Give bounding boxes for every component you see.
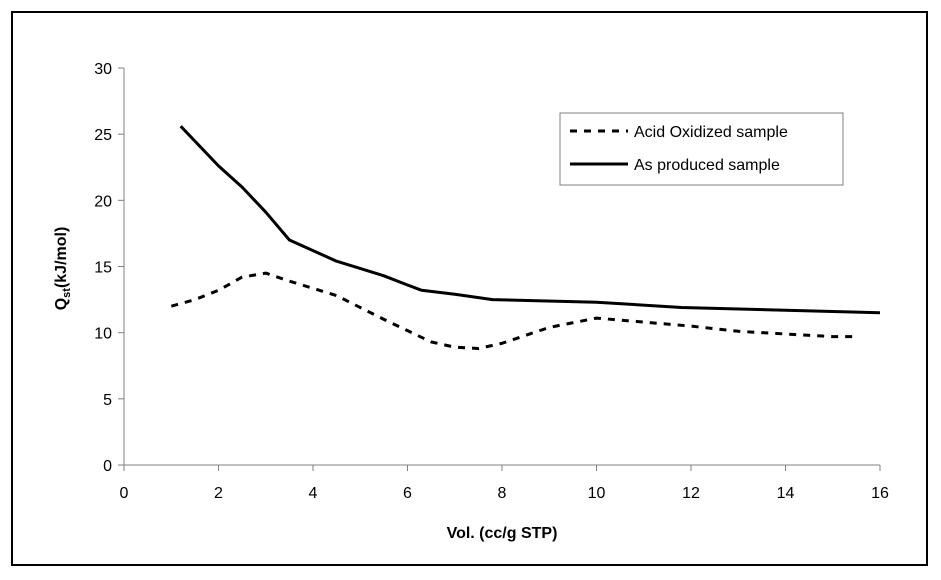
chart-frame bbox=[11, 11, 928, 566]
legend-label: Acid Oxidized sample bbox=[634, 124, 788, 141]
series-layer bbox=[170, 125, 881, 350]
x-tick-label: 8 bbox=[498, 485, 507, 502]
y-tick-label: 15 bbox=[94, 260, 112, 277]
series-as-produced-line bbox=[179, 125, 881, 315]
x-tick-label: 10 bbox=[588, 485, 606, 502]
x-tick-label: 14 bbox=[777, 485, 795, 502]
y-tick-label: 0 bbox=[103, 458, 112, 475]
y-tick-label: 20 bbox=[94, 193, 112, 210]
axes: 0 5 10 15 20 25 30 0 2 4 6 8 10 12 14 16 bbox=[94, 61, 889, 502]
legend-label: As produced sample bbox=[634, 157, 780, 174]
legend: Acid Oxidized sample As produced sample bbox=[559, 112, 844, 186]
legend-box bbox=[559, 112, 844, 186]
y-axis-title-sub: st bbox=[61, 288, 73, 298]
x-tick-label: 2 bbox=[214, 485, 223, 502]
x-tick-label: 0 bbox=[120, 485, 129, 502]
y-axis-title-main: Q bbox=[53, 298, 70, 310]
x-tick-label: 4 bbox=[309, 485, 318, 502]
y-axis-title: Qst(kJ/mol) bbox=[53, 227, 73, 311]
x-axis-title: Vol. (cc/g STP) bbox=[447, 525, 558, 542]
x-tick-label: 12 bbox=[682, 485, 700, 502]
x-tick-label: 6 bbox=[403, 485, 412, 502]
y-tick-label: 10 bbox=[94, 326, 112, 343]
y-tick-label: 5 bbox=[103, 392, 112, 409]
y-tick-label: 25 bbox=[94, 127, 112, 144]
x-tick-label: 16 bbox=[871, 485, 889, 502]
y-tick-label: 30 bbox=[94, 61, 112, 78]
y-axis-title-rest: (kJ/mol) bbox=[53, 227, 70, 288]
